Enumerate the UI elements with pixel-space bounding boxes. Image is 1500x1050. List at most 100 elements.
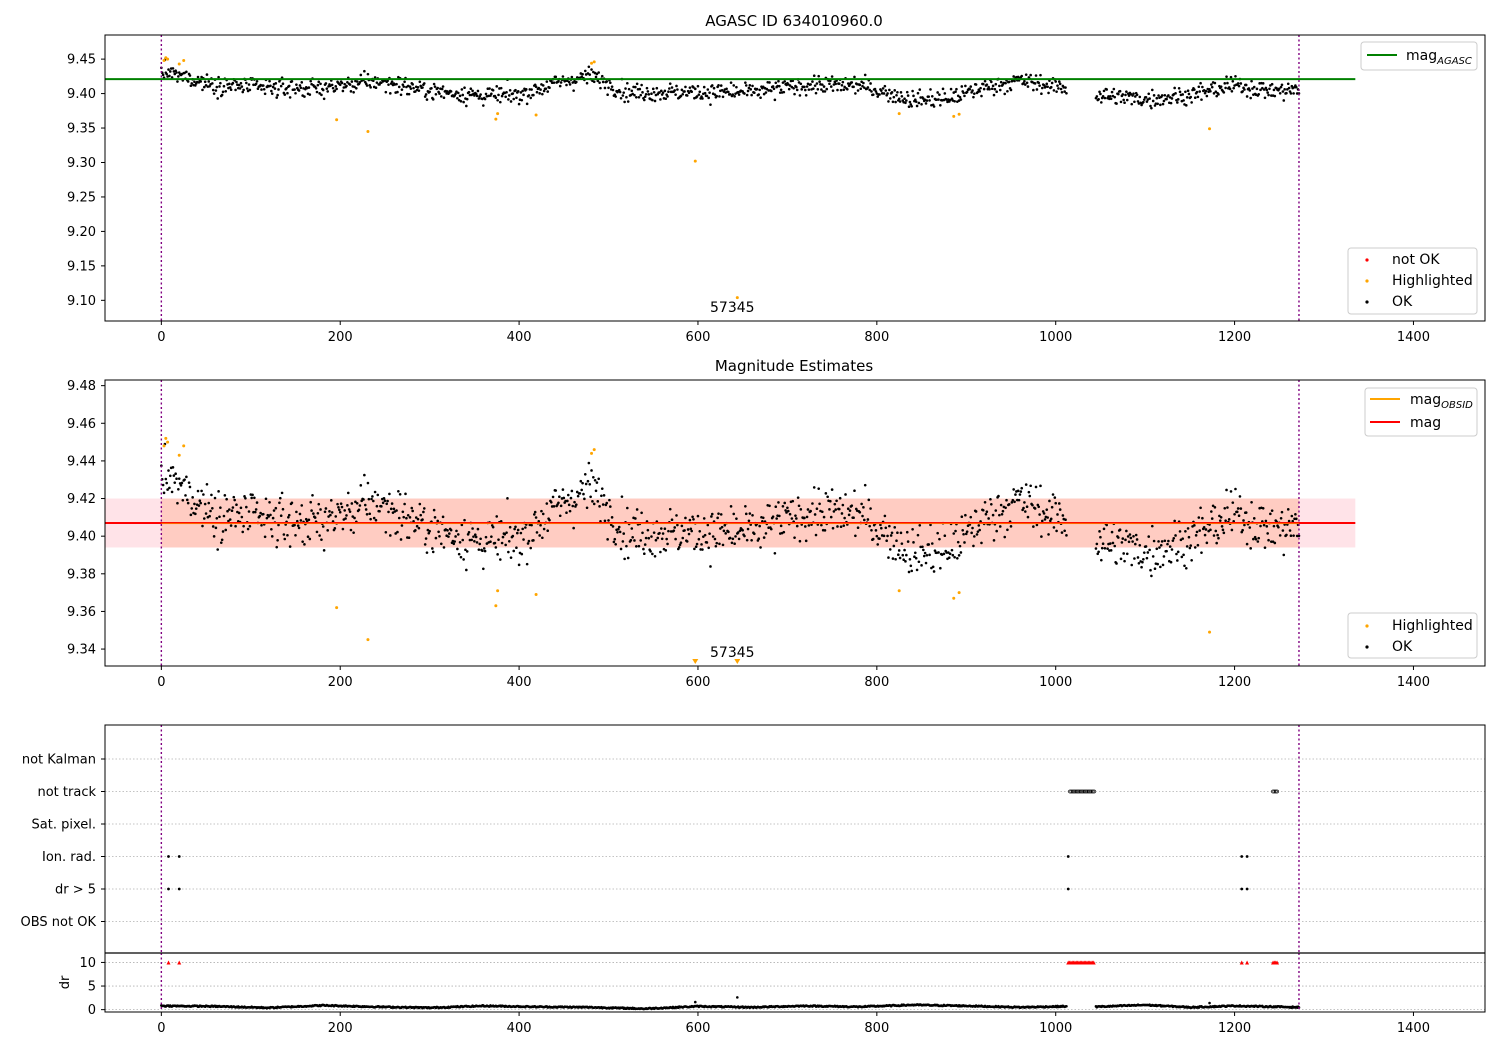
ok-point bbox=[635, 82, 639, 86]
ok-point bbox=[457, 552, 461, 556]
ok-point bbox=[592, 502, 596, 506]
ok-point bbox=[965, 530, 969, 533]
ok-point bbox=[1265, 525, 1269, 528]
ok-point bbox=[170, 490, 174, 494]
ok-point bbox=[1040, 92, 1043, 96]
ok-point bbox=[749, 88, 753, 91]
ok-point bbox=[863, 518, 866, 522]
ok-point bbox=[482, 567, 485, 571]
ok-point bbox=[386, 499, 389, 503]
ok-point bbox=[715, 94, 719, 98]
ok-point bbox=[419, 513, 423, 517]
ok-point bbox=[889, 534, 893, 537]
ok-point bbox=[978, 90, 981, 93]
ok-point bbox=[557, 501, 560, 505]
ok-point bbox=[992, 93, 996, 97]
ok-point bbox=[365, 84, 369, 87]
ok-point bbox=[906, 94, 910, 97]
ok-point bbox=[1213, 506, 1217, 509]
ok-point bbox=[575, 80, 578, 84]
ok-point bbox=[558, 84, 562, 88]
ok-point bbox=[239, 81, 243, 85]
ok-point bbox=[861, 514, 864, 518]
dr-x-tick-label: 1200 bbox=[1218, 1021, 1251, 1036]
flag-marker bbox=[1066, 887, 1070, 891]
ok-point bbox=[1277, 525, 1280, 529]
mid-y-tick-label: 9.38 bbox=[67, 567, 96, 582]
ok-point bbox=[231, 506, 235, 509]
ok-point bbox=[1168, 545, 1172, 548]
ok-point bbox=[746, 89, 750, 93]
ok-point bbox=[665, 537, 668, 541]
ok-point bbox=[525, 562, 529, 566]
ok-point bbox=[411, 83, 414, 86]
ok-point bbox=[504, 543, 507, 547]
ok-point bbox=[973, 535, 976, 538]
ok-point bbox=[263, 535, 267, 539]
ok-point bbox=[559, 81, 563, 84]
ok-point bbox=[294, 91, 297, 95]
ok-point bbox=[1131, 540, 1134, 543]
ok-point bbox=[239, 506, 243, 510]
ok-point bbox=[499, 100, 502, 104]
ok-point bbox=[1150, 88, 1154, 92]
ok-point bbox=[1019, 490, 1023, 493]
ok-point bbox=[925, 99, 929, 102]
ok-point bbox=[829, 85, 833, 88]
ok-point bbox=[1285, 533, 1288, 537]
ok-point bbox=[696, 514, 700, 518]
ok-point bbox=[1187, 535, 1191, 539]
ok-point bbox=[1189, 544, 1193, 547]
ok-point bbox=[1256, 540, 1260, 543]
ok-point bbox=[417, 526, 421, 530]
ok-point bbox=[1184, 90, 1187, 94]
ok-point bbox=[958, 95, 962, 99]
ok-point bbox=[732, 512, 736, 516]
ok-point bbox=[389, 507, 393, 511]
ok-point bbox=[389, 534, 392, 537]
ok-point bbox=[173, 72, 177, 76]
ok-point bbox=[306, 535, 310, 538]
top-x-tick-label: 600 bbox=[686, 330, 711, 345]
ok-point bbox=[491, 88, 495, 92]
dr-not-ok-marker bbox=[1239, 960, 1244, 965]
ok-point bbox=[1004, 81, 1007, 85]
ok-point bbox=[795, 524, 799, 528]
ok-point bbox=[831, 89, 835, 92]
ok-point bbox=[479, 93, 482, 96]
ok-point bbox=[529, 546, 533, 550]
ok-point bbox=[882, 534, 886, 538]
ok-point bbox=[1248, 89, 1252, 92]
top-highlighted-points bbox=[162, 56, 1212, 300]
ok-point bbox=[245, 87, 249, 90]
ok-point bbox=[173, 481, 177, 484]
flag-marker bbox=[1086, 789, 1091, 794]
ok-point bbox=[687, 532, 691, 536]
ok-point bbox=[663, 89, 667, 93]
dr-x-tick-label: 600 bbox=[686, 1021, 711, 1036]
ok-point bbox=[277, 523, 280, 527]
dr-x-tick-label: 1400 bbox=[1397, 1021, 1430, 1036]
ok-point bbox=[1223, 506, 1227, 510]
ok-point bbox=[1123, 559, 1126, 563]
ok-point bbox=[1043, 518, 1047, 521]
ok-point bbox=[220, 538, 224, 542]
top-y-tick-label: 9.10 bbox=[67, 294, 96, 309]
ok-point bbox=[545, 502, 549, 505]
ok-point bbox=[526, 542, 530, 545]
ok-point bbox=[359, 484, 363, 487]
ok-point bbox=[397, 516, 401, 520]
ok-point bbox=[459, 555, 463, 559]
ok-point bbox=[641, 531, 644, 535]
ok-point bbox=[959, 98, 963, 101]
ok-point bbox=[745, 538, 749, 542]
flag-marker bbox=[167, 887, 170, 891]
ok-point bbox=[750, 93, 753, 97]
ok-point bbox=[639, 93, 643, 97]
ok-point bbox=[815, 507, 819, 510]
ok-point bbox=[963, 541, 966, 544]
ok-point bbox=[1061, 514, 1065, 517]
ok-point bbox=[833, 502, 837, 506]
dr-spike-point bbox=[693, 1000, 697, 1004]
ok-point bbox=[673, 89, 677, 92]
